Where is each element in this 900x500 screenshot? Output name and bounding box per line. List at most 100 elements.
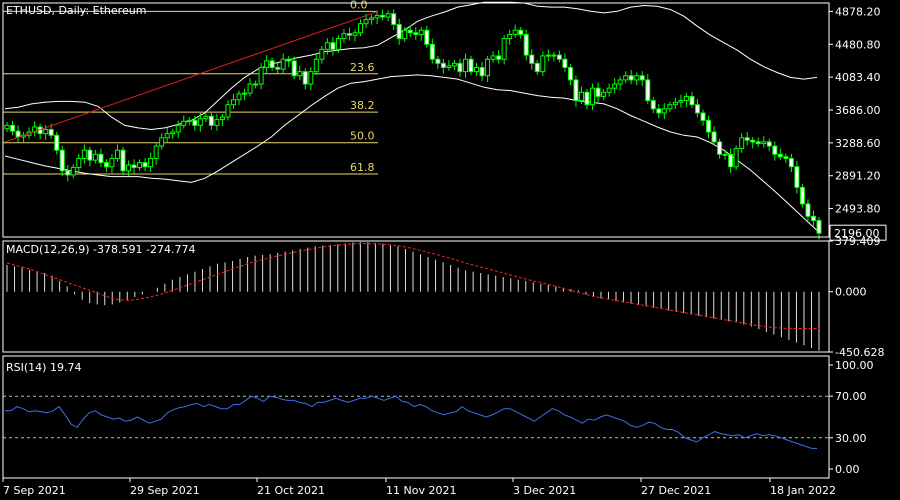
price-tick-label: 3686.00 — [835, 104, 881, 117]
candle-body — [451, 62, 457, 67]
candle-body — [131, 164, 137, 169]
chart-title: ETHUSD, Daily: Ethereum — [6, 4, 146, 17]
candle-body — [253, 83, 259, 86]
candle-body — [352, 32, 358, 36]
candle-body — [512, 29, 518, 35]
candle-body — [783, 156, 789, 159]
candle-body — [297, 71, 303, 77]
price-tick-label: 4878.20 — [835, 5, 881, 18]
candle-body — [810, 215, 816, 221]
candle-body — [302, 71, 308, 85]
candle-body — [656, 108, 662, 114]
candle-body — [601, 91, 607, 97]
candle-body — [413, 32, 419, 35]
x-tick-label: 29 Sep 2021 — [130, 484, 200, 497]
candle-body — [761, 141, 767, 145]
candle-body — [584, 91, 590, 106]
candle-body — [650, 100, 656, 110]
candle-body — [645, 79, 651, 102]
candle-body — [545, 54, 551, 57]
candle-body — [175, 124, 181, 133]
candle-body — [496, 55, 502, 60]
candle-body — [490, 55, 496, 60]
candle-body — [556, 54, 562, 60]
candle-body — [788, 157, 794, 168]
candle-body — [479, 66, 485, 77]
macd-tick-label: 0.000 — [835, 286, 867, 299]
candle-body — [683, 95, 689, 102]
bollinger-lower — [4, 74, 818, 231]
candle-body — [269, 60, 275, 68]
candle-body — [369, 17, 375, 21]
candle-body — [501, 38, 507, 60]
x-tick-label: 3 Dec 2021 — [513, 484, 576, 497]
candle-body — [103, 162, 109, 168]
candle-body — [805, 203, 811, 217]
price-tick-label: 2493.80 — [835, 203, 881, 216]
candle-body — [606, 87, 612, 93]
price-frame — [2, 2, 830, 238]
candle-body — [766, 141, 772, 147]
candle-body — [286, 58, 292, 62]
price-panel[interactable]: 0.0 23.6 38.2 50.0 61.8 — [3, 0, 822, 240]
candle-body — [385, 13, 391, 18]
candle-body — [772, 145, 778, 155]
x-tick-label: 7 Sep 2021 — [3, 484, 66, 497]
candle-body — [197, 118, 203, 126]
rsi-tick-label: 30.00 — [835, 432, 867, 445]
candle-body — [341, 33, 347, 40]
candle-body — [236, 93, 242, 101]
fib-level-label: 38.2 — [350, 99, 375, 112]
candle-body — [192, 119, 198, 126]
x-tick-label: 27 Dec 2021 — [641, 484, 711, 497]
candle-body — [424, 29, 430, 45]
candle-body — [540, 55, 546, 73]
candle-body — [137, 162, 143, 169]
candle-body — [689, 95, 695, 106]
candle-body — [407, 29, 413, 34]
candle-body — [739, 137, 745, 150]
candle-body — [612, 83, 618, 89]
macd-tick-label: -450.628 — [835, 346, 884, 359]
candle-body — [529, 54, 535, 64]
candle-body — [148, 157, 154, 168]
price-tick-label: 3288.60 — [835, 137, 881, 150]
candle-body — [363, 19, 369, 25]
current-price-label: 2196.00 — [834, 227, 880, 240]
rsi-tick-label: 0.00 — [835, 463, 860, 476]
candle-body — [402, 29, 408, 40]
candle-body — [230, 99, 236, 106]
candle-body — [418, 29, 424, 35]
candle-body — [639, 75, 645, 81]
candle-body — [628, 75, 634, 81]
candle-body — [374, 14, 380, 19]
candle-body — [280, 58, 286, 70]
candle-body — [114, 149, 120, 159]
candle-body — [247, 83, 253, 94]
candle-body — [661, 108, 667, 114]
candle-body — [623, 75, 629, 81]
candle-body — [76, 157, 82, 169]
candle-body — [700, 112, 706, 121]
candle-body — [391, 13, 397, 25]
candle-body — [595, 87, 601, 97]
candle-body — [717, 141, 723, 155]
candle-body — [474, 66, 480, 73]
candle-body — [81, 149, 87, 159]
macd-frame — [2, 240, 830, 353]
candle-body — [755, 141, 761, 145]
candle-body — [59, 149, 65, 172]
candle-body — [142, 162, 148, 168]
candle-body — [507, 33, 513, 40]
candle-body — [722, 153, 728, 156]
candle-body — [567, 66, 573, 81]
candle-body — [324, 42, 330, 50]
fib-level-label: 61.8 — [350, 161, 375, 174]
candle-body — [346, 33, 352, 36]
macd-panel[interactable] — [6, 241, 820, 351]
rsi-panel[interactable] — [3, 395, 829, 449]
rsi-line — [5, 395, 818, 449]
rsi-tick-label: 100.00 — [835, 359, 874, 372]
candle-body — [706, 119, 712, 133]
